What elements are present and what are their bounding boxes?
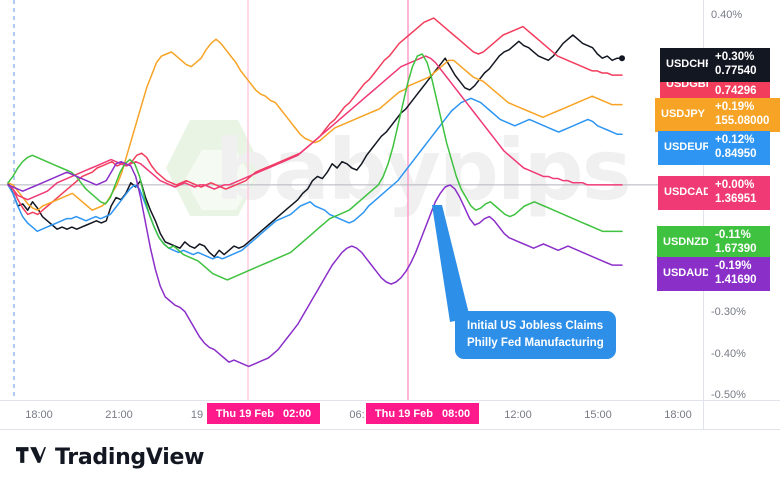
tradingview-logo[interactable]: TradingView (16, 445, 204, 470)
legend-change-pct: +0.00% (715, 179, 755, 191)
legend-values: -0.19% 1.41690 (708, 257, 770, 291)
series-line-usdcad[interactable] (7, 55, 623, 201)
legend-change-pct: -0.19% (715, 260, 752, 272)
footer: TradingView (0, 430, 780, 484)
time-tick-label: 18:00 (25, 409, 53, 421)
legend-item-usdnzd[interactable]: USDNZD -0.11% 1.67390 (657, 226, 770, 260)
callout-line-2: Philly Fed Manufacturing (467, 336, 604, 349)
legend-change-pct: +0.30% (715, 51, 755, 63)
tradingview-wordmark: TradingView (55, 444, 205, 470)
legend-symbol-label: USDAUD (657, 257, 710, 291)
time-tick-label: 18:00 (664, 409, 692, 421)
badge-date: Thu 19 Feb (374, 407, 433, 420)
legend-symbol-label: USDCAD (658, 176, 711, 210)
time-tick-label: 15:00 (584, 409, 612, 421)
price-lines-svg (0, 0, 703, 400)
time-tick-label: 12:00 (504, 409, 532, 421)
badge-time: 02:00 (282, 407, 312, 420)
time-tick-label: 21:00 (105, 409, 133, 421)
badge-time: 08:00 (441, 407, 471, 420)
price-tick-label: -0.30% (711, 306, 746, 318)
annotation-layer: Initial US Jobless Claims Philly Fed Man… (432, 205, 616, 360)
legend-symbol-label: USDJPY (655, 98, 708, 132)
legend-symbol-label: USDCHF (660, 48, 712, 82)
callout-line-1: Initial US Jobless Claims (467, 320, 604, 332)
price-tick-label: -0.40% (711, 348, 746, 360)
price-tick-label: 0.40% (711, 9, 743, 21)
time-axis[interactable]: 18:00 21:00 19 06: 12:00 15:00 18:00 Thu 19 Feb… (0, 400, 780, 431)
legend-symbol-label: USDNZD (657, 226, 709, 260)
legend-price: 1.41690 (715, 274, 757, 287)
legend-price: 0.84950 (715, 148, 757, 161)
badge-date: Thu 19 Feb (215, 407, 274, 420)
legend-price: 155.08000 (715, 115, 770, 128)
legend-item-usdjpy[interactable]: USDJPY +0.19% 155.08000 (655, 98, 780, 132)
legend-item-usdchf[interactable]: USDCHF +0.30% 0.77540 (660, 48, 770, 82)
time-highlight-badge[interactable]: Thu 19 Feb 02:00 (207, 403, 320, 424)
legend-item-usdeur[interactable]: USDEUR +0.12% 0.84950 (658, 131, 770, 165)
time-highlight-badge[interactable]: Thu 19 Feb 08:00 (366, 403, 479, 424)
series-line-usdaud[interactable] (7, 160, 623, 368)
symbol-legend: USDCHF+0.30%0.77540USDGBP+0.26%0.74296US… (655, 48, 780, 291)
last-price-marker (619, 55, 625, 62)
series-line-usdeur[interactable] (7, 97, 623, 260)
legend-change-pct: +0.19% (715, 101, 755, 113)
legend-symbol-label: USDEUR (658, 131, 710, 165)
legend-change-pct: +0.12% (715, 134, 755, 146)
news-annotation-callout[interactable]: Initial US Jobless Claims Philly Fed Man… (455, 311, 616, 360)
axis-divider (703, 401, 704, 431)
legend-values: +0.19% 155.08000 (708, 98, 780, 132)
series-line-usdchf[interactable] (7, 34, 623, 258)
time-tick-label: 19 (190, 409, 204, 421)
legend-item-usdaud[interactable]: USDAUD -0.19% 1.41690 (657, 257, 770, 291)
legend-price: 1.67390 (715, 243, 757, 256)
legend-price: 0.77540 (715, 65, 757, 78)
series-line-usdnzd[interactable] (7, 53, 623, 281)
legend-price: 0.74296 (715, 85, 757, 98)
legend-values: +0.00% 1.36951 (708, 176, 770, 210)
legend-values: +0.12% 0.84950 (708, 131, 770, 165)
price-tick-label: -0.50% (711, 389, 746, 401)
legend-values: -0.11% 1.67390 (708, 226, 770, 260)
time-tick-label: 06: (349, 409, 365, 421)
legend-item-usdcad[interactable]: USDCAD +0.00% 1.36951 (658, 176, 770, 210)
legend-values: +0.30% 0.77540 (708, 48, 770, 82)
legend-change-pct: -0.11% (715, 229, 751, 241)
tradingview-mark-icon (16, 446, 46, 463)
legend-price: 1.36951 (715, 193, 757, 206)
